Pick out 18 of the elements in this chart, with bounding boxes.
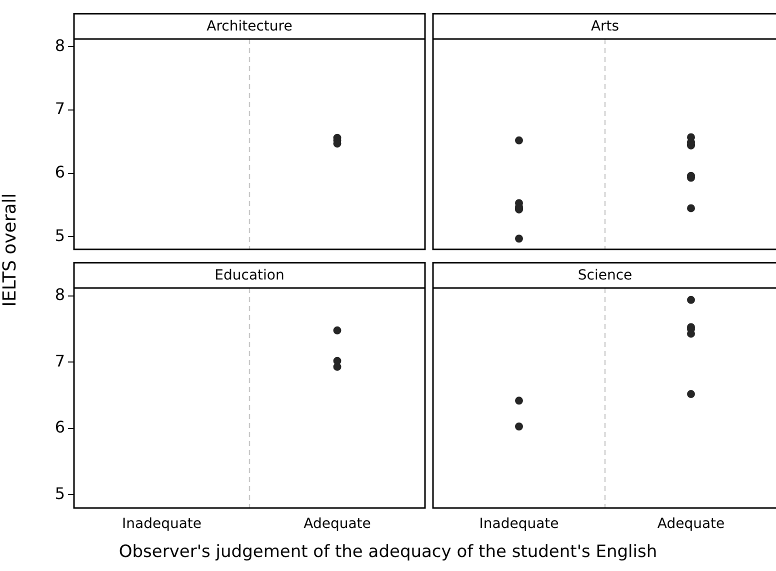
x-axis-title: Observer's judgement of the adequacy of the student's English [118,542,658,562]
x-tick-label: Inadequate [479,516,559,532]
y-tick-label: 5 [54,484,65,503]
x-tick-label: Adequate [657,516,725,532]
y-axis-title: IELTS overall [0,193,20,307]
y-tick-label: 8 [54,285,65,304]
y-tick-label: 6 [54,162,65,182]
x-tick-label: Inadequate [122,516,202,532]
y-tick-label: 6 [54,418,65,437]
chart-title: Science [578,268,632,284]
chart-title: Architecture [206,18,292,35]
y-tick-label: 7 [54,99,65,118]
chart-title: Education [214,268,284,284]
chart-title: Arts [590,18,620,35]
x-tick-label: Adequate [304,516,371,532]
y-tick-label: 8 [54,36,65,55]
y-tick-label: 7 [54,351,65,370]
y-tick-label: 5 [54,226,65,245]
